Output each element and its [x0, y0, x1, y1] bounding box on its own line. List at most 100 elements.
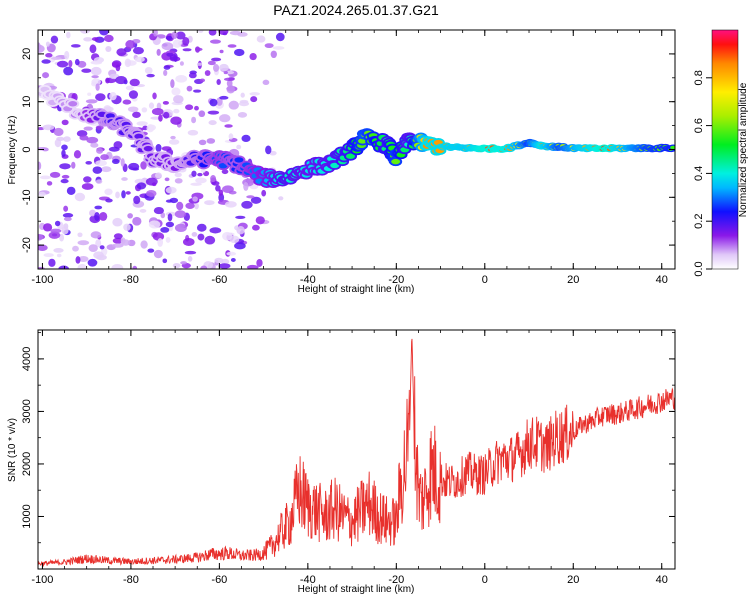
spectrogram-cell [184, 250, 197, 255]
spectrogram-cell [215, 185, 221, 192]
spectrogram-cell [176, 201, 184, 211]
spectrogram-cell [153, 249, 163, 259]
spectrogram-cell [191, 232, 198, 237]
snr-x-tick-label: -80 [123, 574, 139, 586]
spectrogram-cell [112, 237, 124, 244]
spectrogram-cell [246, 264, 259, 269]
spectrogram-cell [63, 136, 71, 142]
spectrogram-cell [163, 69, 168, 77]
spectrogram-cell [204, 200, 215, 206]
spectrogram-cell [139, 208, 147, 213]
spectrogram-cell [111, 158, 120, 165]
spectrogram-cell [225, 201, 237, 208]
spectrogram-cell [174, 210, 186, 218]
spectrogram-cell [50, 228, 62, 234]
spectrogram-cell [129, 78, 140, 87]
spectrogram-cell [182, 48, 192, 52]
spectrogram-cell [105, 198, 113, 203]
spectrogram-cell [173, 108, 180, 114]
spectrogram-cell [330, 162, 340, 169]
spectrogram-cell [43, 253, 54, 258]
spectrogram-cell [96, 147, 104, 154]
spectrogram-y-tick-label: 20 [21, 48, 33, 60]
spectrogram-cell [198, 110, 206, 118]
spectrogram-cell [172, 39, 182, 48]
spectrogram-cell [122, 99, 132, 105]
spectrogram-cell [234, 242, 246, 250]
spectrogram-cell [186, 85, 193, 92]
spectrogram-cell [58, 265, 70, 269]
snr-series-line [38, 338, 675, 568]
spectrogram-y-label: Frequency (Hz) [7, 116, 18, 185]
spectrogram-cell [108, 146, 120, 152]
spectrogram-cell [256, 259, 263, 267]
spectrogram-cell [125, 85, 134, 91]
spectrogram-cell [255, 216, 265, 225]
snr-x-tick-label: -100 [31, 574, 53, 586]
spectrogram-x-tick-label: 40 [656, 274, 668, 286]
spectrogram-cell [146, 124, 155, 133]
spectrogram-cell [38, 266, 45, 269]
spectrogram-cell [222, 32, 228, 36]
spectrogram-cell [249, 52, 257, 61]
spectrogram-cell [236, 226, 245, 235]
spectrogram-cell [134, 133, 144, 140]
spectrogram-cell [132, 111, 141, 118]
spectrogram-cell [145, 189, 157, 197]
spectrogram-cell [38, 244, 48, 252]
spectrogram-cell [87, 92, 92, 96]
spectrogram-cell [146, 73, 155, 78]
spectrogram-cell [81, 68, 92, 73]
spectrogram-y-tick-label: 0 [21, 146, 33, 152]
spectrogram-cell [158, 114, 163, 122]
spectrogram-cell [165, 221, 175, 228]
spectrogram-x-tick-label: 20 [567, 274, 579, 286]
spectrogram-cell [148, 102, 155, 109]
spectrogram-cell [62, 213, 74, 218]
spectrogram-cell [104, 106, 114, 112]
spectrogram-cell [182, 238, 195, 246]
spectrogram-cell [60, 178, 69, 184]
spectrogram-cell [219, 63, 229, 72]
spectrogram-cell [219, 114, 231, 123]
spectrogram-cell [94, 205, 103, 210]
spectrogram-cell [200, 265, 208, 269]
spectrogram-cell [156, 48, 161, 56]
spectrogram-cell [208, 30, 217, 36]
spectrogram-cell [196, 223, 207, 232]
spectrogram-cell [134, 56, 145, 63]
spectrogram-cell [125, 191, 131, 195]
snr-y-label: SNR (10 * v/v) [7, 418, 18, 482]
spectrogram-cell [185, 202, 195, 209]
spectrogram-cell [155, 143, 162, 152]
spectrogram-cell [95, 83, 100, 91]
spectrogram-cell [168, 139, 180, 145]
spectrogram-y-tick-label: -20 [21, 237, 33, 253]
spectrogram-cell [170, 116, 182, 125]
spectrogram-cell [104, 188, 113, 196]
spectrogram-cell [132, 265, 138, 269]
spectrogram-cell [200, 168, 206, 173]
spectrogram-cell [104, 34, 114, 43]
spectrogram-cell [236, 144, 242, 150]
spectrogram-cell [187, 256, 193, 262]
snr-y-axis: 1000 2000 3000 4000 [21, 332, 675, 544]
spectrogram-cell [83, 126, 93, 131]
spectrogram-cell [61, 226, 69, 235]
spectrogram-cell [50, 35, 59, 44]
spectrogram-cell [219, 95, 229, 100]
spectrogram-cell [95, 160, 107, 167]
spectrogram-cell [95, 125, 104, 131]
spectrogram-cell [53, 127, 64, 137]
spectrogram-y-tick-label: -10 [21, 189, 33, 205]
spectrogram-cell [222, 185, 234, 193]
spectrogram-cell [175, 74, 188, 83]
snr-y-tick-label: 2000 [21, 452, 33, 476]
spectrogram-cell [391, 158, 401, 165]
snr-frame [37, 329, 676, 570]
colorbar-tick-label: 0.2 [693, 214, 705, 229]
spectrogram-cell [70, 44, 81, 48]
spectrogram-cell [49, 171, 61, 178]
